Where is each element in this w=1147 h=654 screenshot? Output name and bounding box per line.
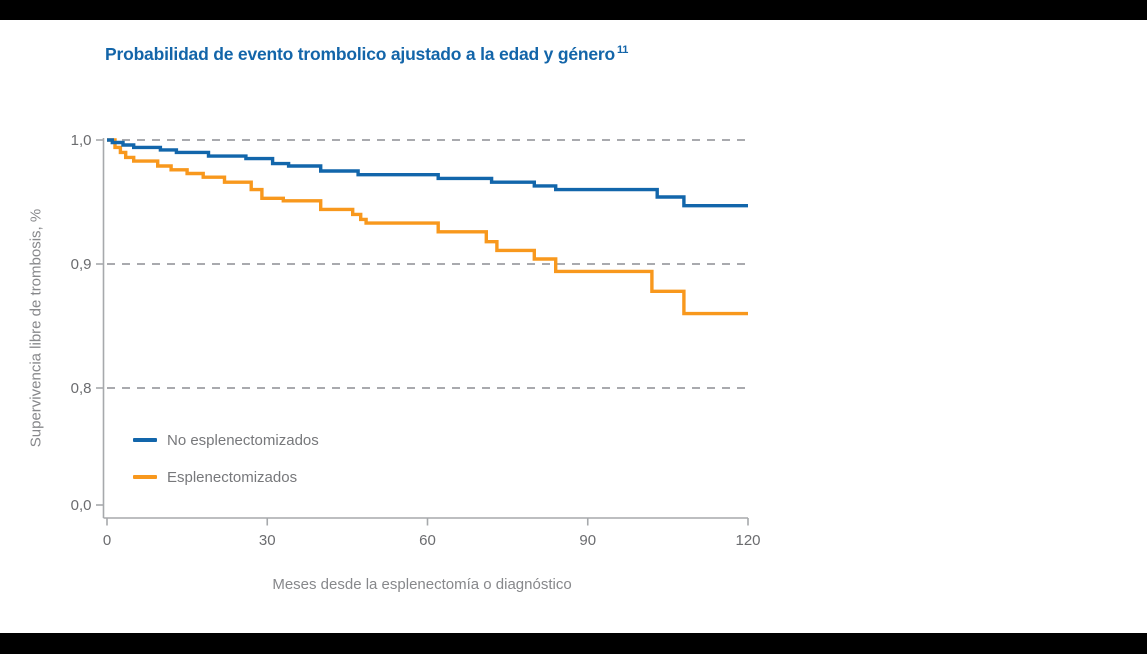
- legend-item-esplenectomizados: Esplenectomizados: [133, 466, 319, 488]
- chart-title-text: Probabilidad de evento trombolico ajusta…: [105, 44, 615, 64]
- legend-line-blue-icon: [133, 438, 157, 442]
- bottom-black-bar: [0, 633, 1147, 654]
- legend-item-no-esplenectomizados: No esplenectomizados: [133, 429, 319, 451]
- x-axis-label: Meses desde la esplenectomía o diagnósti…: [272, 576, 572, 593]
- legend-label: Esplenectomizados: [167, 468, 298, 486]
- x-tick-label: 60: [419, 532, 436, 549]
- chart-title-reference: 11: [617, 44, 629, 57]
- y-tick-label: 1,0: [71, 132, 92, 149]
- chart-title: Probabilidad de evento trombolico ajusta…: [105, 44, 628, 65]
- x-tick-label: 90: [579, 532, 596, 549]
- y-axis-label: Supervivencia libre de trombosis, %: [27, 208, 45, 448]
- y-tick-label: 0,9: [71, 256, 92, 273]
- survival-curve-1: [107, 138, 748, 316]
- top-black-bar: [0, 0, 1147, 20]
- x-tick-label: 120: [735, 532, 760, 549]
- legend: No esplenectomizados Esplenectomizados: [133, 429, 319, 503]
- legend-label: No esplenectomizados: [167, 431, 319, 449]
- x-tick-label: 30: [259, 532, 276, 549]
- y-tick-label: 0,8: [71, 380, 92, 397]
- legend-line-orange-icon: [133, 475, 157, 479]
- y-tick-label: 0,0: [71, 497, 92, 514]
- x-tick-label: 0: [103, 532, 111, 549]
- survival-curve-0: [107, 138, 748, 208]
